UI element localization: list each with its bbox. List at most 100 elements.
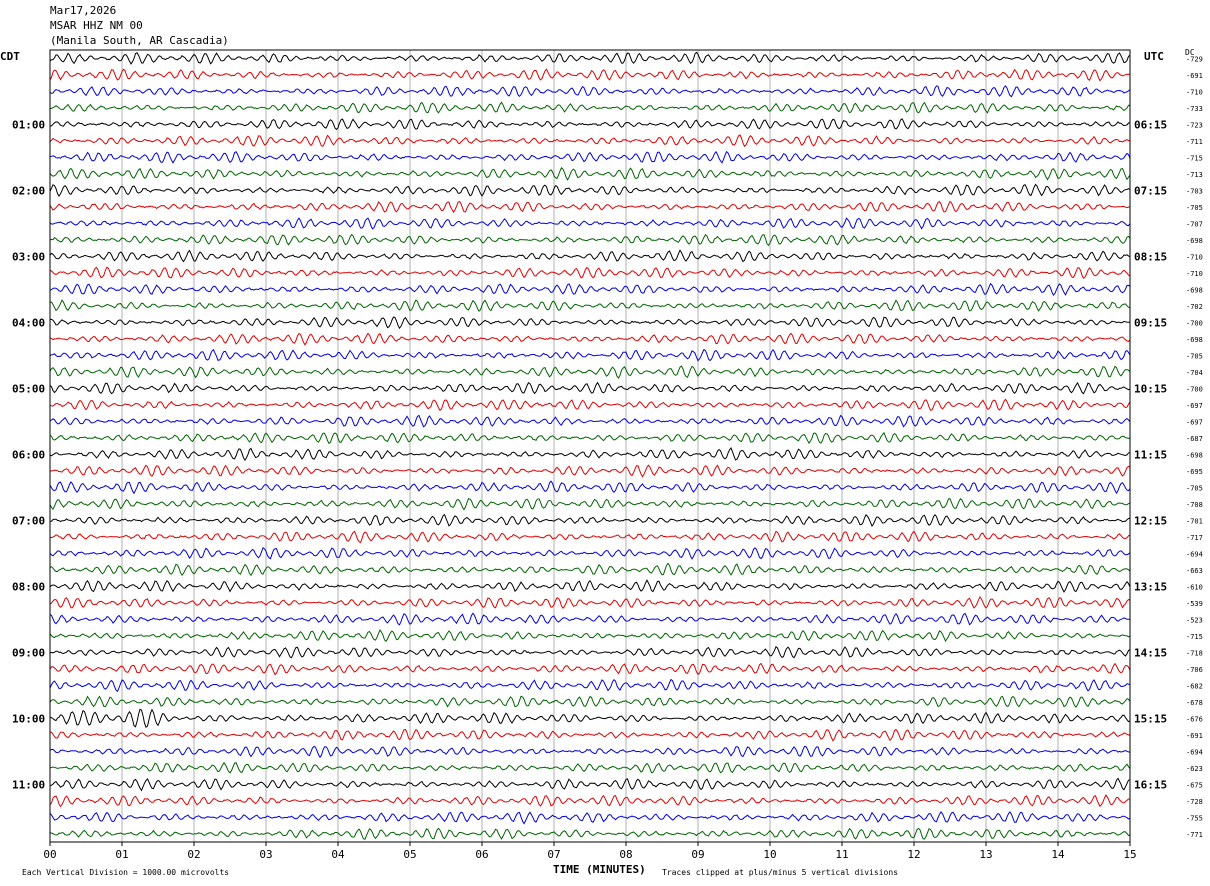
right-hour-label: 14:15 xyxy=(1134,646,1167,659)
trace-row xyxy=(49,166,1131,181)
dc-offset-label: -715 xyxy=(1186,154,1203,162)
dc-offset-labels: -729 -691 -710 -733 -723 -711 -715 -713 -703 -705… xyxy=(1186,55,1203,839)
trace-row xyxy=(49,777,1131,792)
dc-offset-label: -733 xyxy=(1186,105,1203,113)
dc-offset-label: -691 xyxy=(1186,732,1203,740)
dc-offset-label: -698 xyxy=(1186,451,1203,459)
x-tick-labels: 00 01 02 03 04 05 06 07 08 09 10 11 12 13 14 15 xyxy=(43,842,1137,861)
trace-row xyxy=(49,579,1131,593)
trace-row xyxy=(49,348,1131,362)
x-tick-label: 04 xyxy=(331,848,345,861)
right-hour-label: 07:15 xyxy=(1134,184,1167,197)
trace-row xyxy=(49,68,1131,82)
hour-labels: 01:00 02:00 03:00 04:00 05:00 06:00 07:00 08:00… xyxy=(12,118,1167,791)
trace-row xyxy=(49,332,1131,346)
dc-offset-label: -678 xyxy=(1186,699,1203,707)
trace-row xyxy=(49,134,1131,148)
right-zone-label: UTC xyxy=(1144,50,1164,63)
dc-offset-label: -698 xyxy=(1186,237,1203,245)
dc-label: DC xyxy=(1185,48,1195,57)
dc-offset-label: -698 xyxy=(1186,336,1203,344)
left-hour-label: 04:00 xyxy=(12,316,45,329)
dc-offset-label: -718 xyxy=(1186,649,1203,657)
right-hour-label: 15:15 xyxy=(1134,712,1167,725)
x-tick-label: 08 xyxy=(619,848,632,861)
dc-offset-label: -703 xyxy=(1186,187,1203,195)
trace-row xyxy=(49,150,1131,164)
x-tick-label: 09 xyxy=(691,848,704,861)
trace-row xyxy=(49,464,1131,478)
seismic-traces xyxy=(49,51,1131,840)
dc-offset-label: -623 xyxy=(1186,765,1203,773)
trace-row xyxy=(49,381,1131,395)
trace-row xyxy=(49,728,1131,742)
trace-row xyxy=(49,827,1131,840)
dc-offset-label: -706 xyxy=(1186,666,1203,674)
trace-row xyxy=(49,51,1131,65)
trace-row xyxy=(49,266,1131,279)
dc-offset-label: -697 xyxy=(1186,402,1203,410)
x-tick-label: 06 xyxy=(475,848,488,861)
dc-offset-label: -701 xyxy=(1186,517,1203,525)
right-hour-label: 16:15 xyxy=(1134,778,1167,791)
x-tick-label: 03 xyxy=(259,848,272,861)
trace-row xyxy=(49,398,1131,412)
dc-offset-label: -663 xyxy=(1186,567,1203,575)
right-hour-label: 12:15 xyxy=(1134,514,1167,527)
dc-offset-label: -694 xyxy=(1186,550,1203,558)
left-hour-label: 10:00 xyxy=(12,712,45,725)
dc-offset-label: -700 xyxy=(1186,385,1203,393)
trace-row xyxy=(49,183,1131,198)
trace-row xyxy=(49,645,1131,659)
trace-row xyxy=(49,628,1131,643)
clip-note: Traces clipped at plus/minus 5 vertical … xyxy=(662,868,899,877)
minute-gridlines xyxy=(121,50,1059,842)
trace-row xyxy=(49,233,1131,247)
dc-offset-label: -715 xyxy=(1186,633,1203,641)
x-tick-label: 15 xyxy=(1123,848,1136,861)
trace-row xyxy=(49,101,1131,114)
trace-row xyxy=(49,695,1131,708)
x-axis-label: TIME (MINUTES) xyxy=(553,863,646,876)
right-hour-label: 08:15 xyxy=(1134,250,1167,263)
right-hour-label: 10:15 xyxy=(1134,382,1167,395)
dc-offset-label: -723 xyxy=(1186,121,1203,129)
right-hour-label: 06:15 xyxy=(1134,118,1167,131)
dc-offset-label: -676 xyxy=(1186,715,1203,723)
left-zone-label: CDT xyxy=(0,50,20,63)
left-hour-label: 05:00 xyxy=(12,382,45,395)
trace-row xyxy=(49,497,1131,511)
trace-row xyxy=(49,282,1131,296)
left-hour-label: 03:00 xyxy=(12,250,45,263)
dc-offset-label: -539 xyxy=(1186,600,1203,608)
dc-offset-label: -694 xyxy=(1186,748,1203,756)
left-hour-label: 11:00 xyxy=(12,778,45,791)
dc-offset-label: -729 xyxy=(1186,55,1203,63)
trace-row xyxy=(49,299,1131,312)
trace-row xyxy=(49,365,1131,379)
dc-offset-label: -705 xyxy=(1186,484,1203,492)
dc-offset-label: -711 xyxy=(1186,138,1203,146)
trace-row xyxy=(49,547,1131,560)
dc-offset-label: -698 xyxy=(1186,286,1203,294)
dc-offset-label: -697 xyxy=(1186,418,1203,426)
trace-row xyxy=(49,530,1131,544)
trace-row xyxy=(49,745,1131,759)
trace-row xyxy=(49,761,1131,774)
left-hour-label: 09:00 xyxy=(12,646,45,659)
plot-frame xyxy=(49,49,1131,843)
dc-offset-label: -707 xyxy=(1186,220,1203,228)
dc-offset-label: -710 xyxy=(1186,253,1203,261)
dc-offset-label: -523 xyxy=(1186,616,1203,624)
dc-offset-label: -675 xyxy=(1186,781,1203,789)
dc-offset-label: -682 xyxy=(1186,682,1203,690)
right-hour-label: 13:15 xyxy=(1134,580,1167,593)
dc-offset-label: -713 xyxy=(1186,171,1203,179)
right-hour-label: 09:15 xyxy=(1134,316,1167,329)
trace-row xyxy=(49,414,1131,428)
dc-offset-label: -705 xyxy=(1186,352,1203,360)
x-tick-label: 14 xyxy=(1051,848,1065,861)
dc-offset-label: -728 xyxy=(1186,798,1203,806)
trace-row xyxy=(49,596,1131,609)
dc-offset-label: -710 xyxy=(1186,88,1203,96)
